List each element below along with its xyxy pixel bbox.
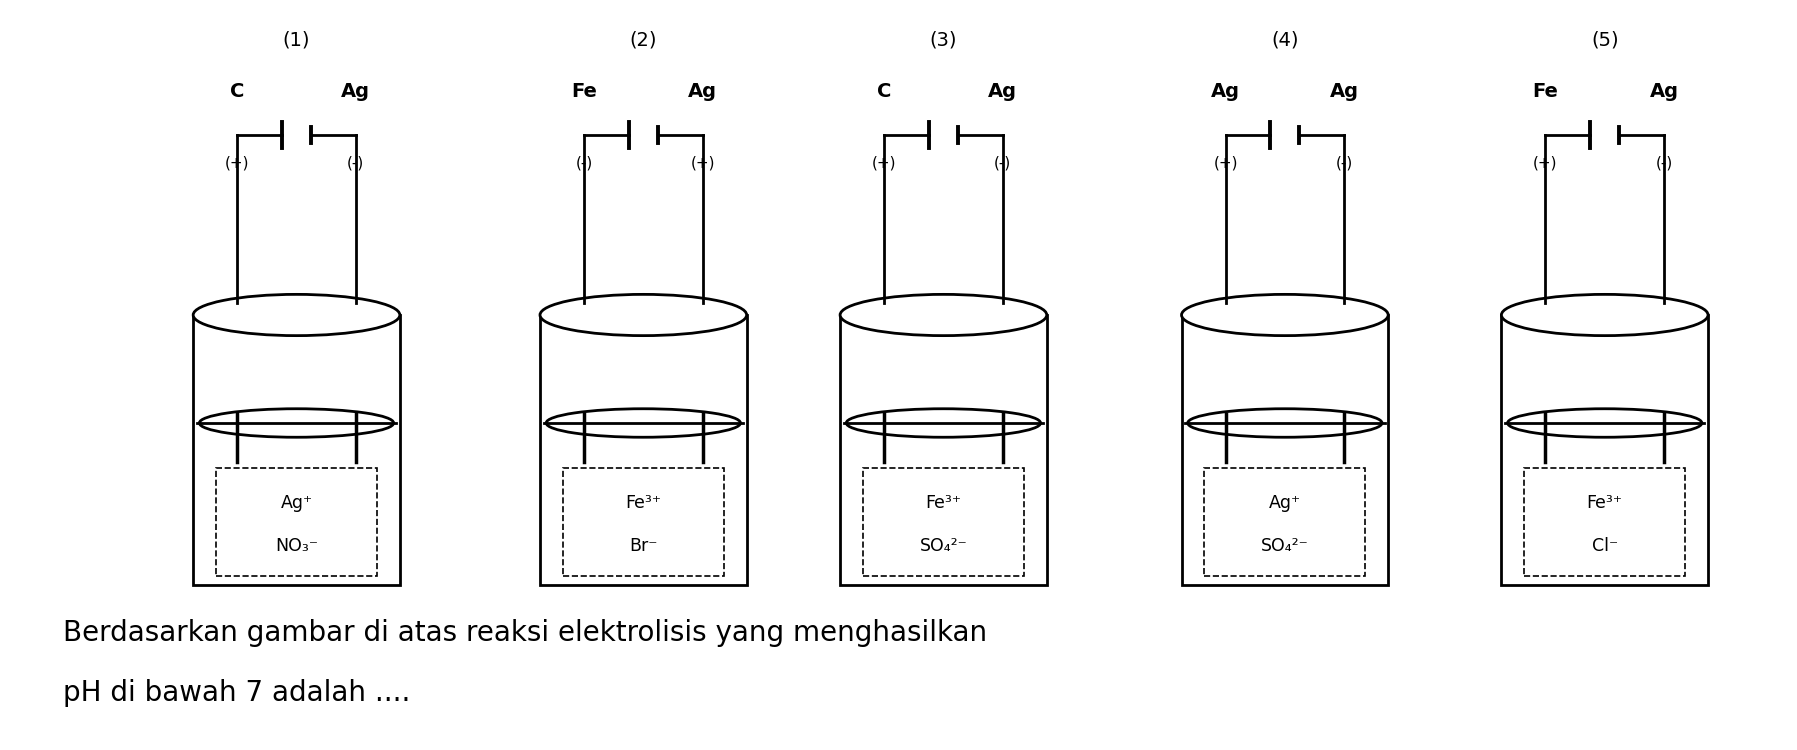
Ellipse shape (1182, 295, 1389, 336)
Ellipse shape (841, 295, 1046, 336)
Ellipse shape (199, 409, 394, 437)
Bar (863, 468, 1024, 576)
Bar (841, 315, 1046, 585)
Text: (-): (-) (347, 156, 365, 171)
Text: (+): (+) (690, 156, 715, 171)
Text: Ag: Ag (988, 82, 1017, 101)
Text: Fe: Fe (571, 82, 597, 101)
Text: (2): (2) (629, 30, 658, 49)
Ellipse shape (541, 295, 748, 336)
Text: NO₃⁻: NO₃⁻ (275, 537, 318, 555)
Text: (+): (+) (1213, 156, 1238, 171)
Text: Ag: Ag (1650, 82, 1678, 101)
Text: Berdasarkan gambar di atas reaksi elektrolisis yang menghasilkan: Berdasarkan gambar di atas reaksi elektr… (63, 619, 987, 646)
Bar (216, 468, 377, 576)
Text: (-): (-) (1655, 156, 1673, 171)
Text: (-): (-) (994, 156, 1012, 171)
Text: (3): (3) (929, 30, 958, 49)
Text: (4): (4) (1270, 30, 1299, 49)
Bar (1502, 315, 1709, 585)
Text: C: C (877, 82, 891, 101)
Text: Fe³⁺: Fe³⁺ (625, 494, 661, 512)
Ellipse shape (1188, 409, 1382, 437)
Ellipse shape (1502, 295, 1709, 336)
Text: Ag: Ag (1211, 82, 1240, 101)
Text: Ag⁺: Ag⁺ (1269, 494, 1301, 512)
Text: C: C (230, 82, 244, 101)
Text: (-): (-) (1335, 156, 1353, 171)
Text: (+): (+) (225, 156, 250, 171)
Text: Fe: Fe (1533, 82, 1558, 101)
Ellipse shape (1508, 409, 1702, 437)
Text: (1): (1) (282, 30, 311, 49)
Bar (1182, 315, 1387, 585)
Text: Fe³⁺: Fe³⁺ (925, 494, 961, 512)
Text: Br⁻: Br⁻ (629, 537, 658, 555)
Text: (5): (5) (1590, 30, 1619, 49)
Text: SO₄²⁻: SO₄²⁻ (920, 537, 967, 555)
Text: Ag: Ag (688, 82, 717, 101)
Bar (541, 315, 748, 585)
Text: (+): (+) (872, 156, 897, 171)
Text: Ag: Ag (1330, 82, 1359, 101)
Bar (1204, 468, 1366, 576)
Text: (-): (-) (575, 156, 593, 171)
Text: (+): (+) (1533, 156, 1558, 171)
Text: Cl⁻: Cl⁻ (1592, 537, 1617, 555)
Text: Ag⁺: Ag⁺ (280, 494, 313, 512)
Bar (1524, 468, 1686, 576)
Text: pH di bawah 7 adalah ....: pH di bawah 7 adalah .... (63, 679, 410, 706)
Ellipse shape (846, 409, 1040, 437)
Text: Fe³⁺: Fe³⁺ (1587, 494, 1623, 512)
Text: SO₄²⁻: SO₄²⁻ (1261, 537, 1308, 555)
Ellipse shape (546, 409, 740, 437)
Text: Ag: Ag (341, 82, 370, 101)
Ellipse shape (194, 295, 399, 336)
Bar (194, 315, 401, 585)
Bar (562, 468, 724, 576)
